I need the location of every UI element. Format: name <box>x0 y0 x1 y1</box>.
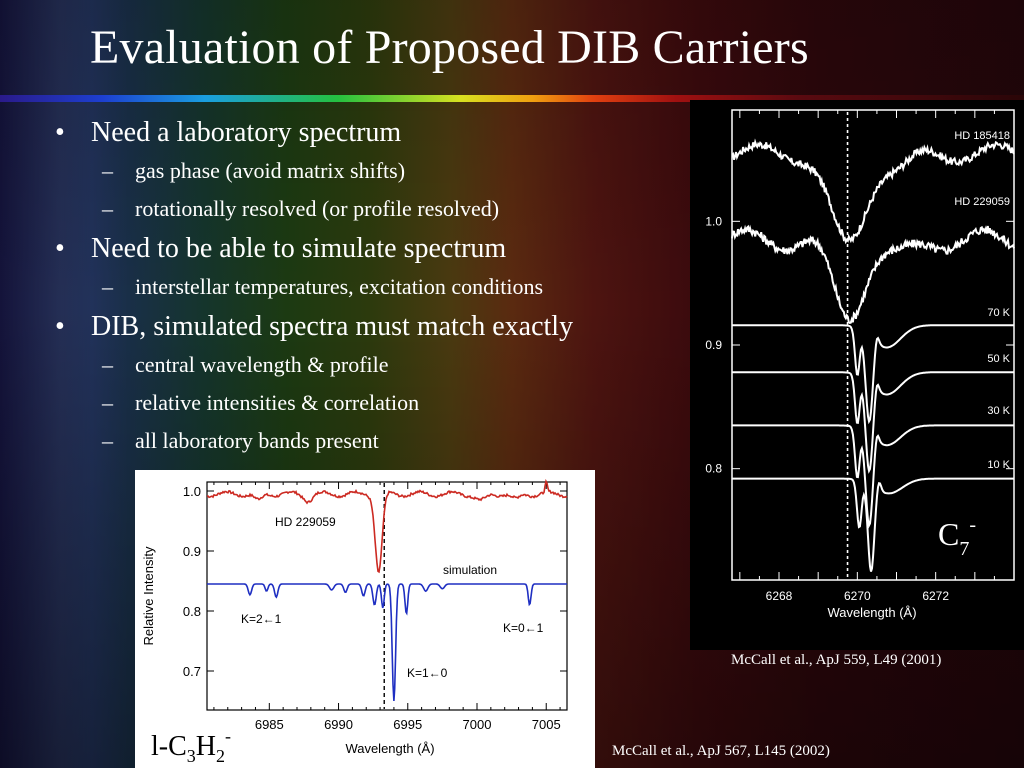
x-tick-label: 6995 <box>393 717 422 732</box>
tick-marks <box>732 110 1015 580</box>
sub-bullet-item: – rotationally resolved (or profile resol… <box>55 190 695 228</box>
sub-bullet-dash: – <box>102 390 113 415</box>
series-line-10k <box>732 477 1014 572</box>
chart-background <box>135 470 595 768</box>
citation-bottom: McCall et al., ApJ 567, L145 (2002) <box>612 743 830 759</box>
sub-bullet-text: central wavelength & profile <box>135 352 389 377</box>
slide-title: Evaluation of Proposed DIB Carriers <box>90 21 809 74</box>
series-line-50k <box>732 371 1014 474</box>
series-label: 70 K <box>987 307 1010 319</box>
bullet-item: • Need a laboratory spectrum <box>55 114 695 152</box>
bullet-list: • Need a laboratory spectrum – gas phase (… <box>55 112 695 460</box>
sub-bullet-dash: – <box>102 274 113 299</box>
bullet-text: Need a laboratory spectrum <box>91 117 402 148</box>
series-label: HD 229059 <box>275 515 336 529</box>
bullet-dot: • <box>55 233 65 264</box>
spectrum-divider <box>0 95 1024 102</box>
sub-bullet-dash: – <box>102 196 113 221</box>
sub-bullet-dash: – <box>102 158 113 183</box>
series-label: simulation <box>443 563 497 577</box>
x-axis-label: Wavelength (Å) <box>827 605 916 620</box>
sub-bullet-item: – gas phase (avoid matrix shifts) <box>55 152 695 190</box>
y-tick-label: 0.9 <box>183 544 201 559</box>
y-tick-labels: 1.0 0.9 0.8 <box>705 214 722 475</box>
y-axis-label: Relative Intensity <box>141 546 156 645</box>
y-tick-label: 0.7 <box>183 664 201 679</box>
sub-bullet-dash: – <box>102 352 113 377</box>
sub-bullet-dash: – <box>102 428 113 453</box>
sub-bullet-item: – interstellar temperatures, excitation c… <box>55 268 695 306</box>
sub-bullet-text: rotationally resolved (or profile resolv… <box>135 196 500 221</box>
series-line-30k <box>732 424 1014 529</box>
x-tick-label: 6990 <box>324 717 353 732</box>
x-tick-label: 7005 <box>532 717 561 732</box>
x-tick-label: 7000 <box>463 717 492 732</box>
c7-spectra-chart: 1.0 0.9 0.8 6268 6270 6272 Wavelength (Å… <box>690 100 1024 650</box>
sub-bullet-item: – central wavelength & profile <box>55 346 695 384</box>
x-tick-label: 6272 <box>922 589 949 603</box>
series-label: 30 K <box>987 405 1010 417</box>
series-group <box>731 138 1015 572</box>
x-tick-label: 6268 <box>766 589 793 603</box>
sub-bullet-text: all laboratory bands present <box>135 428 379 453</box>
y-tick-label: 0.8 <box>183 604 201 619</box>
y-tick-label: 1.0 <box>183 484 201 499</box>
series-line-hd229059 <box>731 224 1015 324</box>
x-axis-label: Wavelength (Å) <box>345 741 434 756</box>
y-tick-label: 0.9 <box>705 338 722 352</box>
x-tick-label: 6985 <box>255 717 284 732</box>
y-tick-label: 0.8 <box>705 462 722 476</box>
c3h2-spectra-chart: 1.0 0.9 0.8 0.7 6985 6990 6995 7000 7005… <box>135 470 595 768</box>
series-line-hd185418 <box>731 138 1015 245</box>
bullet-text: Need to be able to simulate spectrum <box>91 233 507 264</box>
series-line-simulation <box>207 583 567 701</box>
series-label: 10 K <box>987 459 1010 471</box>
y-tick-label: 1.0 <box>705 214 722 228</box>
sub-bullet-item: – all laboratory bands present <box>55 422 695 460</box>
sub-bullet-text: interstellar temperatures, excitation co… <box>135 274 544 299</box>
annotation-label: K=0←1 <box>503 621 544 635</box>
sub-bullet-text: gas phase (avoid matrix shifts) <box>135 158 406 183</box>
series-label: 50 K <box>987 353 1010 365</box>
bullet-item: • DIB, simulated spectra must match exact… <box>55 308 695 346</box>
series-labels: HD 185418 HD 229059 70 K 50 K 30 K 10 K <box>954 130 1010 471</box>
series-line-70k <box>732 324 1014 425</box>
citation-right: McCall et al., ApJ 559, L49 (2001) <box>731 652 942 668</box>
x-tick-label: 6270 <box>844 589 871 603</box>
series-line-hd229059 <box>207 478 568 574</box>
bullet-item: • Need to be able to simulate spectrum <box>55 230 695 268</box>
molecule-label: C7- <box>938 514 976 560</box>
bullet-text: DIB, simulated spectra must match exactl… <box>91 311 574 342</box>
bullet-dot: • <box>55 117 65 148</box>
bullet-dot: • <box>55 311 65 342</box>
sub-bullet-text: relative intensities & correlation <box>135 390 420 415</box>
series-label: HD 229059 <box>954 196 1010 208</box>
x-tick-labels: 6268 6270 6272 <box>766 589 950 603</box>
annotation-label: K=1←0 <box>407 666 448 680</box>
annotation-label: K=2←1 <box>241 612 282 626</box>
sub-bullet-item: – relative intensities & correlation <box>55 384 695 422</box>
y-tick-labels: 1.0 0.9 0.8 0.7 <box>183 484 201 679</box>
x-tick-labels: 6985 6990 6995 7000 7005 <box>255 717 561 732</box>
series-label: HD 185418 <box>954 130 1010 142</box>
plot-frame <box>206 481 568 711</box>
tick-marks <box>207 482 567 710</box>
